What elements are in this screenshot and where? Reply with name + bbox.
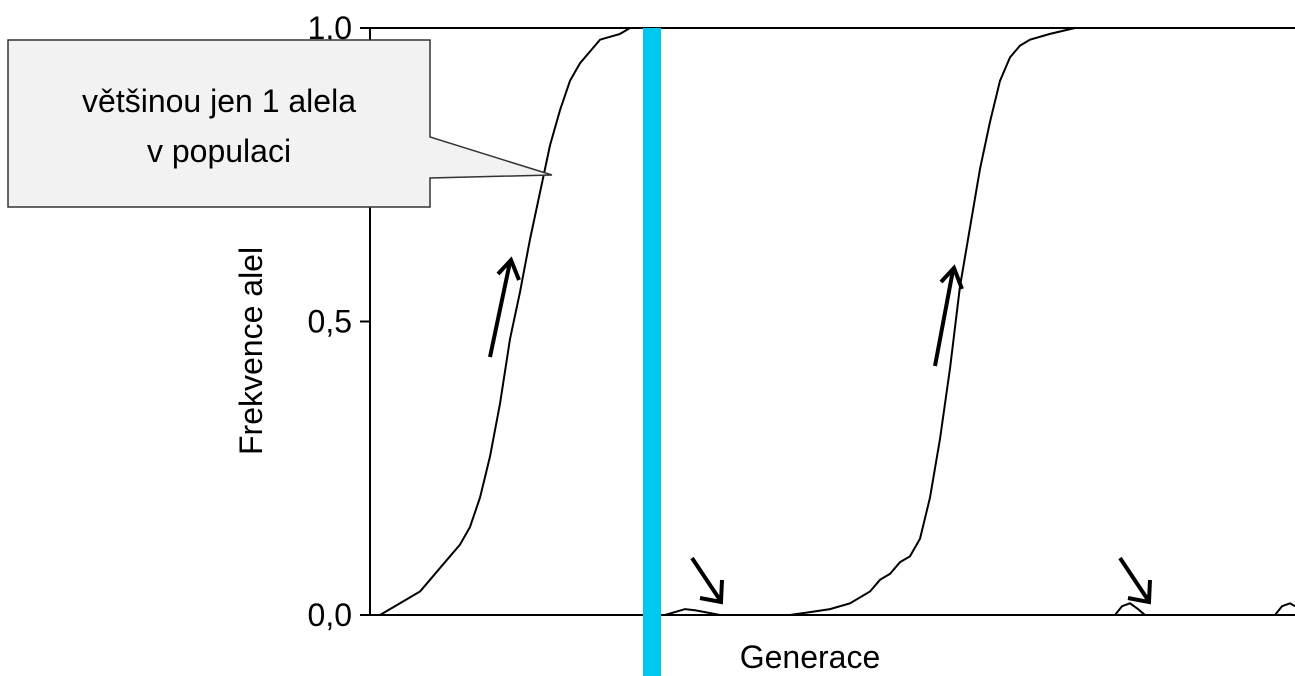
callout-text: v populaci bbox=[147, 133, 291, 169]
arrow-head bbox=[1127, 579, 1152, 605]
axes: 0,00,51,0 bbox=[308, 10, 1295, 633]
arrow bbox=[1118, 556, 1150, 602]
series-line bbox=[370, 27, 637, 616]
x-axis-label: Generace bbox=[740, 639, 881, 675]
series-line bbox=[1114, 602, 1146, 616]
y-axis-label: Frekvence alel bbox=[233, 247, 269, 455]
y-tick-label: 0,0 bbox=[308, 597, 352, 633]
series-line bbox=[1274, 602, 1295, 616]
arrows bbox=[488, 256, 1152, 605]
y-tick-label: 0,5 bbox=[308, 304, 352, 340]
callout-text: většinou jen 1 alela bbox=[82, 83, 356, 119]
series-line bbox=[780, 27, 1076, 616]
arrow-head bbox=[939, 264, 964, 290]
callout-box bbox=[7, 39, 553, 208]
lines bbox=[370, 27, 1295, 616]
divider-bar bbox=[643, 28, 661, 676]
series-line bbox=[664, 608, 721, 616]
arrow bbox=[933, 269, 955, 367]
arrow-head bbox=[496, 256, 521, 281]
arrow bbox=[690, 556, 722, 602]
callout: většinou jen 1 alela v populaci bbox=[7, 39, 553, 208]
arrow-head bbox=[699, 579, 724, 605]
arrow bbox=[488, 261, 512, 358]
